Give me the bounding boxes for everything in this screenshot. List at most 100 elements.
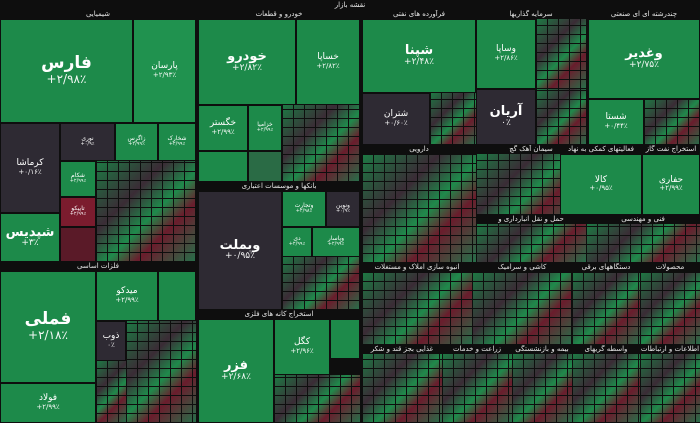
tile-fzar[interactable]: فزر +۲/۶۸٪	[198, 319, 274, 423]
tile-vtejarat[interactable]: وتجارت +۲/۹۸٪	[282, 191, 326, 227]
tile-vghadir[interactable]: وغدیر +۲/۷۵٪	[588, 19, 700, 99]
sector-pharma: دارویی	[362, 145, 476, 263]
tile-tapico[interactable]: تاپیکو +۲/۹۹٪	[60, 197, 96, 227]
tile-cluster[interactable]	[362, 154, 476, 263]
sector-label: واسطه گریهای	[584, 345, 628, 353]
tile-cluster[interactable]	[96, 161, 196, 262]
tile-shepdis[interactable]: شپدیس +۳٪	[0, 213, 60, 262]
sector-housing: انبوه سازی املاک و مستغلات	[362, 263, 472, 345]
sector-label: چندرشته ای ای صنعتی	[610, 10, 678, 18]
sector-chemical: شیمیایی فارس +۲/۹۸٪ پارسان +۲/۹۳٪ کرماشا +۰…	[0, 10, 196, 262]
tile-cluster[interactable]	[536, 19, 586, 89]
tile-cluster[interactable]	[362, 354, 442, 423]
tile-shetran[interactable]: شتران +۰/۶۰٪	[362, 93, 430, 145]
tile-khgostar[interactable]: خگستر +۲/۹۹٪	[198, 105, 248, 151]
sector-engineering: فنی و مهندسی	[586, 215, 700, 263]
tile-cluster[interactable]	[586, 224, 700, 263]
tile-kegol[interactable]: کگل +۲/۹۶٪	[274, 319, 330, 375]
sector-label: خودرو و قطعات	[255, 10, 303, 18]
sector-banks: بانکها و موسسات اعتباری وبملت +۰/۹۵٪ وتجا…	[198, 182, 360, 310]
tile-fars[interactable]: فارس +۲/۹۸٪	[0, 19, 133, 123]
sector-label: سیمان آهک گچ	[509, 145, 553, 153]
sector-label: استخراج کانه های فلزی	[244, 310, 314, 318]
sector-label: فنی و مهندسی	[621, 215, 665, 223]
sector-telecom: اطلاعات و ارتباطات	[640, 345, 700, 423]
tile-cluster[interactable]	[640, 354, 700, 423]
sector-label: سرمایه گذاریها	[509, 10, 553, 18]
tile-cluster[interactable]	[430, 93, 476, 145]
sector-label: محصولات	[655, 263, 685, 271]
tile-vsapa[interactable]: وساپا +۲/۸۶٪	[476, 19, 536, 89]
tile-cluster[interactable]	[536, 89, 586, 145]
sector-label: فلزات اساسی	[77, 262, 119, 270]
sector-insurance: بیمه و بازنشستگی	[512, 345, 572, 423]
sector-label: غذایی بجز قند و شکر	[370, 345, 434, 353]
tile-small[interactable]	[158, 271, 196, 321]
sector-investment: سرمایه گذاریها وساپا +۲/۸۶٪ آریان ۰٪	[476, 10, 586, 145]
tile-khodro[interactable]: خودرو +۲/۸۲٪	[198, 19, 296, 105]
sector-metals: فلزات اساسی فملی +۲/۱۸٪ میدکو +۲/۹۹٪ ذوب ۰٪…	[0, 262, 196, 423]
sector-electric: دستگاههای برقی	[572, 263, 640, 345]
tile-cluster[interactable]	[512, 354, 572, 423]
sector-label: بانکها و موسسات اعتباری	[241, 182, 317, 190]
tile-shasta[interactable]: شستا +۰/۴۴٪	[588, 99, 644, 145]
tile-shekhark[interactable]: شخارک +۲/۹۹٪	[158, 123, 196, 161]
tile-di[interactable]: دی +۲/۹۹٪	[282, 227, 312, 257]
tile-cluster[interactable]	[126, 321, 196, 423]
tile-small[interactable]	[248, 151, 282, 182]
tile-cluster[interactable]	[362, 272, 472, 345]
sector-financial: واسطه گریهای	[572, 345, 640, 423]
tile-fooolad[interactable]: فولاد +۲/۹۹٪	[0, 383, 96, 423]
tile-small[interactable]	[60, 227, 96, 262]
tile-cluster[interactable]	[442, 354, 512, 423]
sector-label: استخراج نفت گاز	[645, 145, 697, 153]
tile-shekam[interactable]: شکام +۲/۹۹٪	[60, 161, 96, 197]
tile-vpasar[interactable]: وپاسار +۲/۹۹٪	[312, 227, 360, 257]
tile-vnovin[interactable]: ونوین +۰/۹٪	[326, 191, 360, 227]
tile-cluster[interactable]	[274, 375, 360, 423]
tile-fameli[interactable]: فملی +۲/۱۸٪	[0, 271, 96, 383]
tile-cluster[interactable]	[96, 361, 126, 423]
sector-tiles: کاشی و سرامیک	[472, 263, 572, 345]
tile-vbemellat[interactable]: وبملت +۰/۹۵٪	[198, 191, 282, 310]
tile-parsan[interactable]: پارسان +۲/۹۳٪	[133, 19, 196, 123]
tile-cluster[interactable]	[282, 257, 360, 310]
tile-zob[interactable]: ذوب ۰٪	[96, 321, 126, 361]
tile-cluster[interactable]	[572, 272, 640, 345]
sector-oil-extraction: استخراج نفت گاز حفاری +۲/۹۹٪	[642, 145, 700, 215]
sector-food: غذایی بجز قند و شکر	[362, 345, 442, 423]
tile-cluster[interactable]	[282, 105, 360, 182]
tile-shepna[interactable]: شپنا +۲/۴۸٪	[362, 19, 476, 93]
tile-kala[interactable]: کالا +۰/۹۵٪	[560, 154, 642, 215]
sector-transport: حمل و نقل انبارداری و	[476, 215, 586, 263]
tile-cluster[interactable]	[472, 272, 572, 345]
sector-label: کاشی و سرامیک	[497, 263, 547, 271]
sector-multi-industry: چندرشته ای ای صنعتی وغدیر +۲/۷۵٪ شستا +۰/۴…	[588, 10, 700, 145]
tile-cluster[interactable]	[476, 224, 586, 263]
tile-small[interactable]	[198, 151, 248, 182]
tile-kermasha[interactable]: کرماشا +۰/۱۶٪	[0, 123, 60, 213]
sector-label: اطلاعات و ارتباطات	[640, 345, 700, 353]
sector-label: دارویی	[409, 145, 429, 153]
tile-midko[interactable]: میدکو +۲/۹۹٪	[96, 271, 158, 321]
sector-agri: زراعت و خدمات	[442, 345, 512, 423]
tile-hafari[interactable]: حفاری +۲/۹۹٪	[642, 154, 700, 215]
tile-noori[interactable]: نوری +۰/۹٪	[60, 123, 115, 161]
sector-oil: فرآورده های نفتی شپنا +۲/۴۸٪ شتران +۰/۶۰٪	[362, 10, 476, 145]
sector-label: شیمیایی	[85, 10, 111, 18]
sector-label: دستگاههای برقی	[581, 263, 631, 271]
sector-label: فرآورده های نفتی	[393, 10, 445, 18]
page-title: نقشه بازار	[0, 0, 700, 10]
tile-cluster[interactable]	[644, 99, 700, 145]
sector-misc-products: محصولات	[640, 263, 700, 345]
sector-label: انبوه سازی املاک و مستغلات	[374, 263, 460, 271]
tile-cluster[interactable]	[572, 354, 640, 423]
tile-cluster[interactable]	[640, 272, 700, 345]
tile-small[interactable]	[330, 319, 360, 359]
sector-label: بیمه و بازنشستگی	[515, 345, 569, 353]
tile-khapa[interactable]: خساپا +۲/۸۲٪	[296, 19, 360, 105]
tile-zagros[interactable]: زاگرس +۲/۹۹٪	[115, 123, 158, 161]
tile-khanen[interactable]: خزامیا +۲/۹۹٪	[248, 105, 282, 151]
tile-arian[interactable]: آریان ۰٪	[476, 89, 536, 145]
sector-label: زراعت و خدمات	[452, 345, 502, 353]
